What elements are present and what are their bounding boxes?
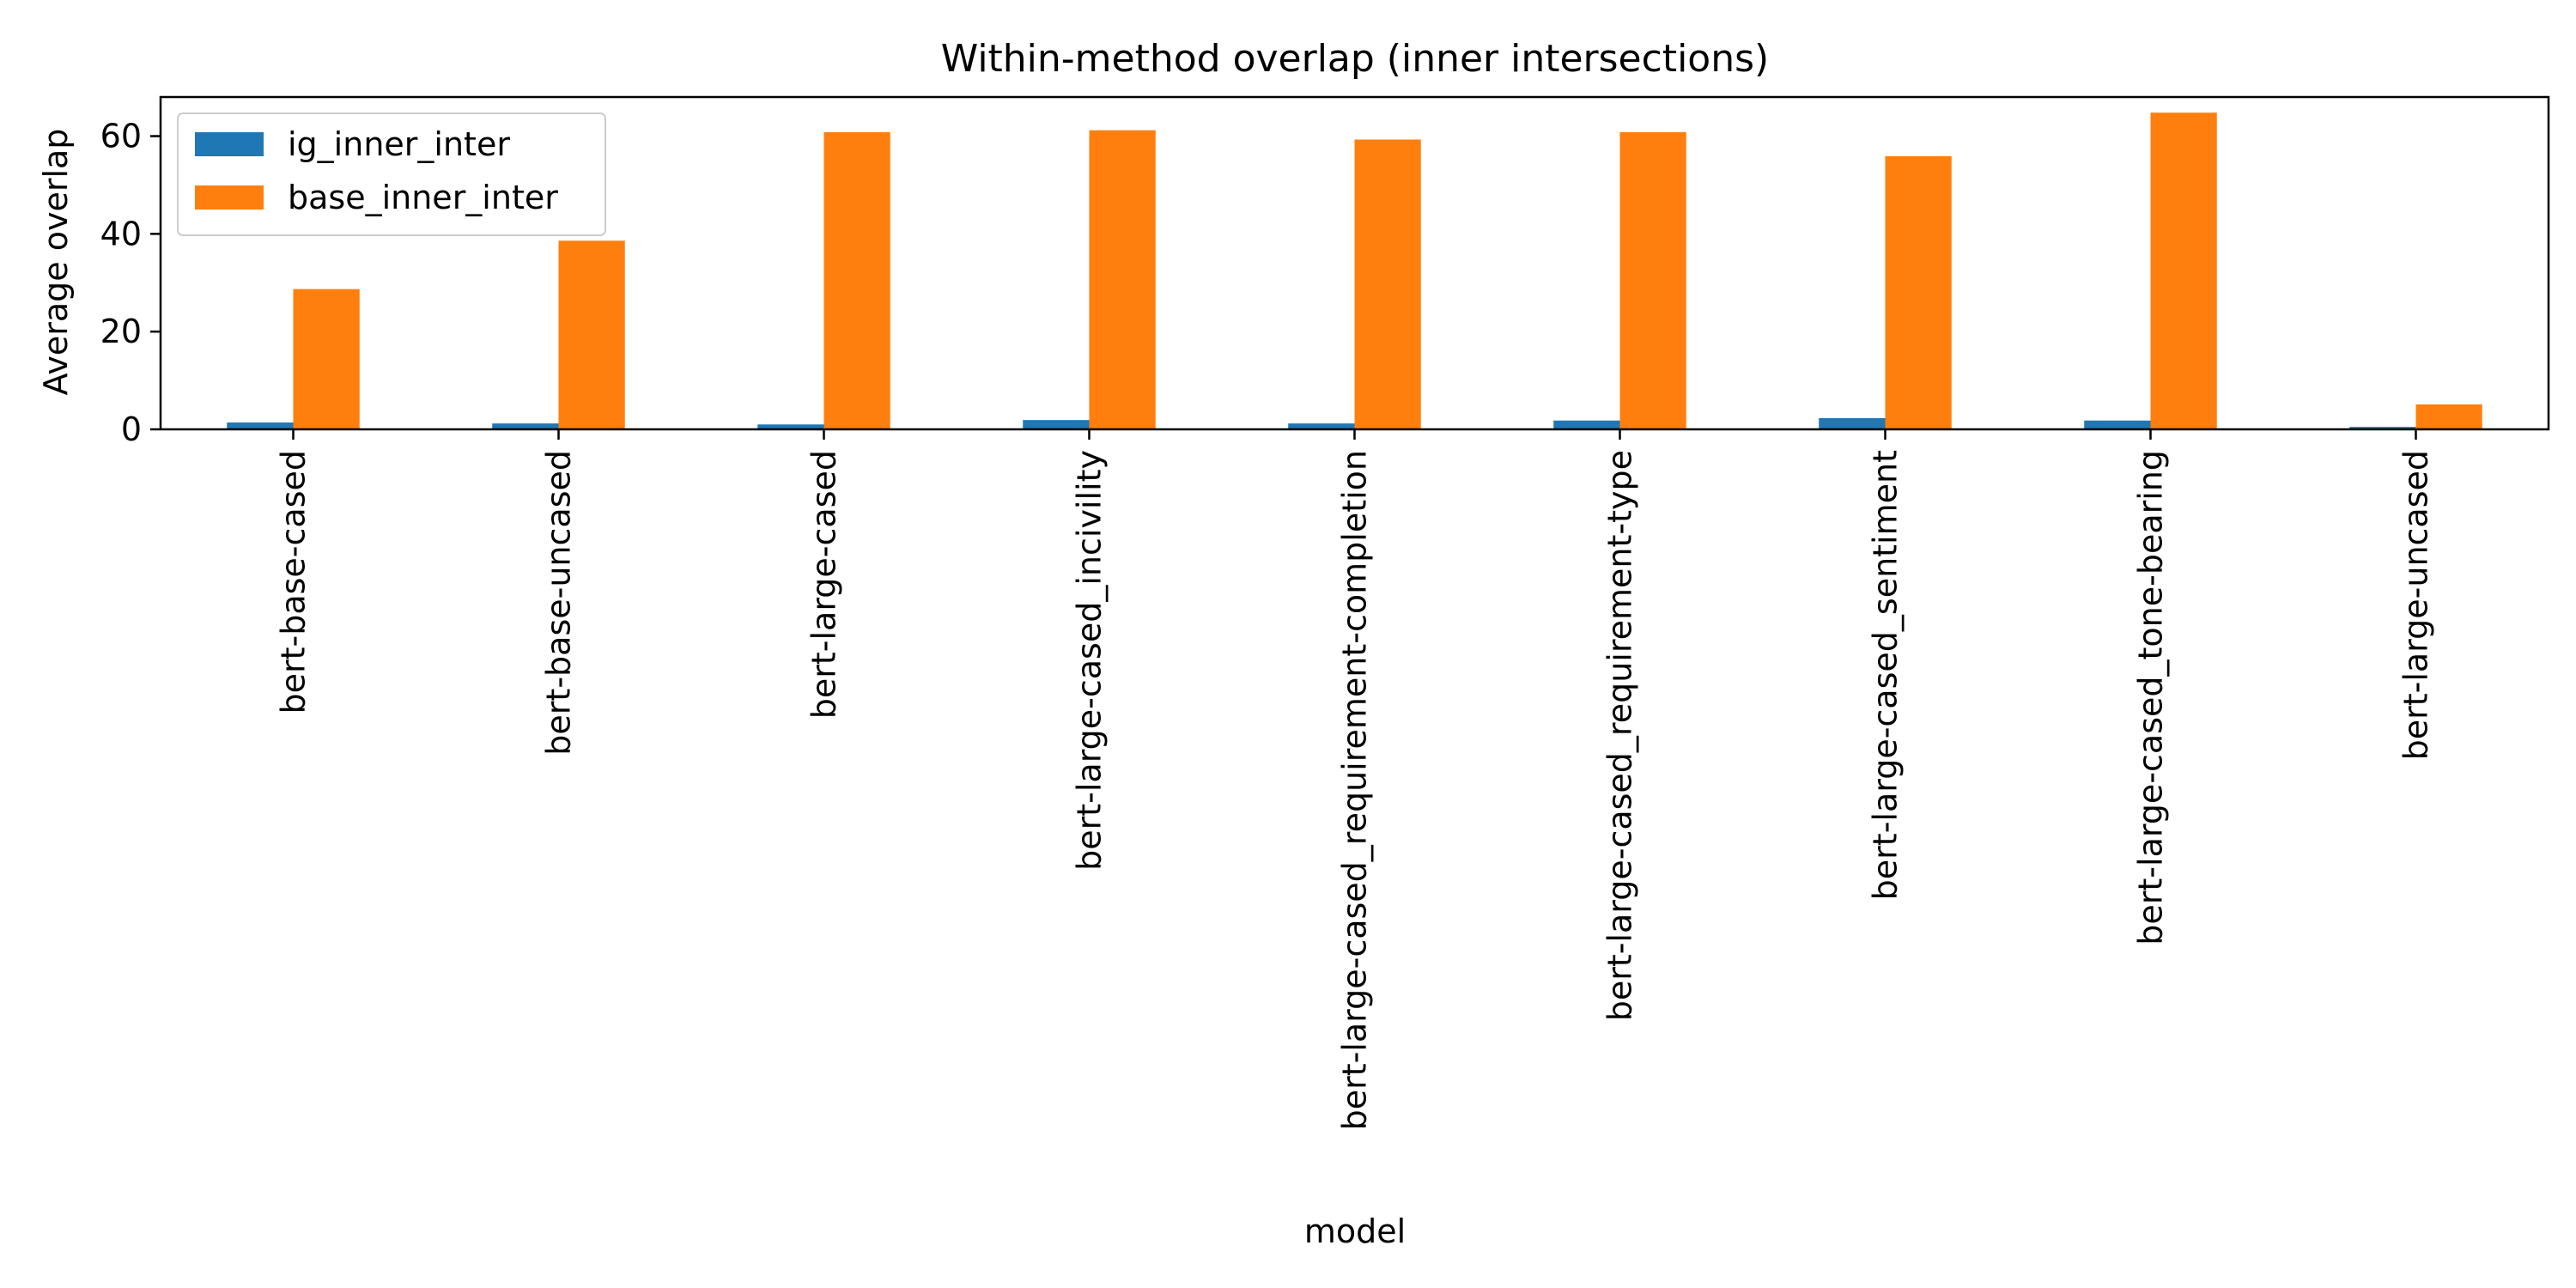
legend-swatch-base_inner_inter <box>195 185 264 210</box>
x-tick-label-6: bert-large-cased_sentiment <box>1867 450 1905 900</box>
y-tick-label-3: 60 <box>100 118 142 155</box>
bar-ig_inner_inter-2 <box>757 424 824 429</box>
legend-swatch-ig_inner_inter <box>195 132 264 156</box>
bar-base_inner_inter-6 <box>1885 155 1952 430</box>
bar-base_inner_inter-0 <box>293 289 360 429</box>
bar-ig_inner_inter-7 <box>2084 420 2151 429</box>
x-tick-label-7: bert-large-cased_tone-bearing <box>2132 450 2170 945</box>
x-axis-label: model <box>1304 1212 1406 1250</box>
legend: ig_inner_inter base_inner_inter <box>177 112 606 236</box>
x-tick-label-1: bert-base-uncased <box>540 450 578 756</box>
y-tick-label-2: 40 <box>100 215 142 252</box>
bar-base_inner_inter-4 <box>1354 139 1421 429</box>
legend-label-ig_inner_inter: ig_inner_inter <box>288 125 510 163</box>
x-tick-label-2: bert-large-cased <box>805 450 843 719</box>
bar-base_inner_inter-7 <box>2150 112 2217 429</box>
legend-box <box>177 112 606 236</box>
x-tick-label-0: bert-base-cased <box>275 450 313 714</box>
bar-ig_inner_inter-0 <box>227 422 294 429</box>
y-tick-label-1: 20 <box>100 313 142 350</box>
bars-layer <box>227 112 2482 430</box>
bar-base_inner_inter-2 <box>823 131 890 429</box>
bar-ig_inner_inter-3 <box>1023 420 1090 429</box>
bar-base_inner_inter-8 <box>2415 404 2482 429</box>
bar-ig_inner_inter-8 <box>2349 427 2416 429</box>
bar-ig_inner_inter-6 <box>1819 417 1886 429</box>
x-tick-label-4: bert-large-cased_requirement-completion <box>1336 450 1374 1130</box>
chart-title: Within-method overlap (inner intersectio… <box>941 37 1769 81</box>
x-tick-label-8: bert-large-uncased <box>2397 450 2435 760</box>
axes-layer: 0 20 40 60 bert-base-cased bert-base-uncased b… <box>100 95 2550 1130</box>
x-tick-label-3: bert-large-cased_incivility <box>1071 450 1109 871</box>
bar-ig_inner_inter-4 <box>1288 423 1355 429</box>
y-axis-label: Average overlap <box>37 129 75 396</box>
bar-base_inner_inter-5 <box>1619 131 1686 429</box>
bar-ig_inner_inter-5 <box>1553 420 1620 429</box>
y-tick-label-0: 0 <box>121 410 142 448</box>
bar-base_inner_inter-1 <box>558 240 625 429</box>
legend-label-base_inner_inter: base_inner_inter <box>288 179 558 216</box>
bar-base_inner_inter-3 <box>1089 130 1156 429</box>
bar-ig_inner_inter-1 <box>492 423 559 429</box>
x-tick-label-5: bert-large-cased_requirement-type <box>1601 450 1639 1021</box>
